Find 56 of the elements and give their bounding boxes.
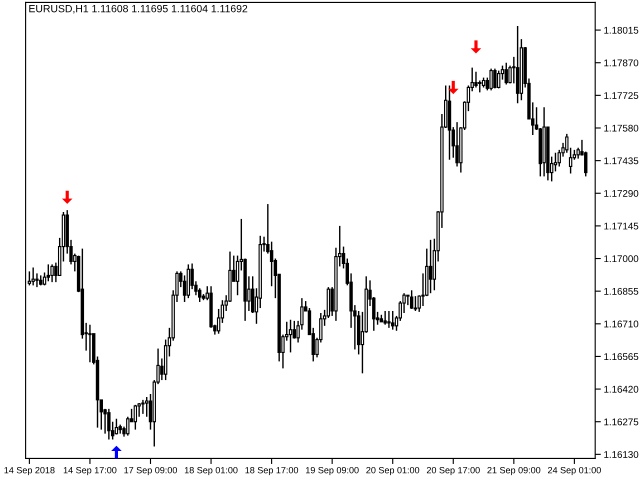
candlestick <box>455 121 459 168</box>
point <box>62 190 72 204</box>
candlestick <box>474 71 478 88</box>
y-tick-label: 1.16275 <box>604 418 638 426</box>
candlestick <box>126 416 130 436</box>
point <box>470 40 482 54</box>
x-tick-label: 18 Sep 17:00 <box>245 466 298 476</box>
x-tick-label: 14 Sep 2018 <box>4 466 55 476</box>
candlestick <box>31 266 35 286</box>
candlestick <box>410 290 414 310</box>
candlestick <box>107 408 111 440</box>
y-tick-label: 1.18015 <box>604 26 638 34</box>
candlestick <box>504 62 508 86</box>
candlestick <box>428 239 432 294</box>
point <box>448 80 459 94</box>
y-tick-label: 1.16420 <box>604 386 638 393</box>
x-tick-label: 20 Sep 17:00 <box>426 466 480 476</box>
y-tick-label: 1.17000 <box>604 255 638 262</box>
candlestick <box>88 324 92 363</box>
point <box>111 446 122 458</box>
candlestick <box>383 310 387 326</box>
x-tick-label: 18 Sep 01:00 <box>184 466 238 476</box>
candlestick <box>493 68 497 90</box>
candlestick <box>288 319 292 354</box>
y-tick-label: 1.17870 <box>604 59 638 66</box>
x-tick-label: 21 Sep 09:00 <box>487 466 540 476</box>
candlestick <box>50 264 54 283</box>
candlestick <box>134 404 138 430</box>
y-tick-label: 1.17725 <box>604 92 638 99</box>
candlestick <box>39 274 42 286</box>
candlestick <box>497 70 500 90</box>
y-tick-label: 1.17435 <box>604 157 638 164</box>
candlestick <box>35 272 39 288</box>
chart-title: EURUSD,H1 1.11608 1.11695 1.11604 1.11692 <box>29 4 248 14</box>
y-tick-label: 1.16130 <box>604 451 638 458</box>
candlestick <box>478 80 482 94</box>
x-tick-label: 17 Sep 09:00 <box>124 466 177 476</box>
candlestick <box>489 68 493 92</box>
y-tick-label: 1.16855 <box>604 288 638 295</box>
candlestick <box>141 399 145 415</box>
candlestick <box>584 150 588 178</box>
candlestick <box>406 294 410 306</box>
candlestick <box>391 310 394 330</box>
y-tick-label: 1.17580 <box>604 124 638 132</box>
candlestick <box>482 76 486 88</box>
y-tick-label: 1.17290 <box>604 190 638 197</box>
y-tick-label: 1.16710 <box>604 320 638 328</box>
x-tick-label: 20 Sep 01:00 <box>366 466 420 476</box>
y-tick-label: 1.17145 <box>604 222 638 230</box>
candlestick <box>387 310 391 329</box>
x-tick-label: 19 Sep 09:00 <box>306 466 359 476</box>
candlestick <box>114 418 118 436</box>
x-tick-label: 24 Sep 01:00 <box>548 466 601 476</box>
x-tick-label: 14 Sep 17:00 <box>64 466 116 476</box>
candlestick <box>46 264 50 282</box>
y-tick-label: 1.16565 <box>604 353 638 360</box>
